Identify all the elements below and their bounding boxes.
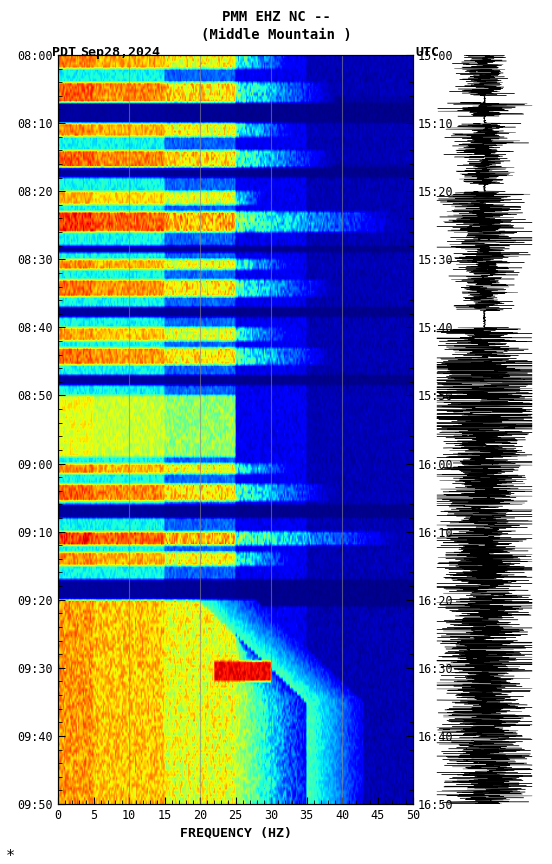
X-axis label: FREQUENCY (HZ): FREQUENCY (HZ): [179, 826, 291, 839]
Text: UTC: UTC: [416, 46, 440, 59]
Text: (Middle Mountain ): (Middle Mountain ): [200, 28, 352, 42]
Text: PMM EHZ NC --: PMM EHZ NC --: [221, 10, 331, 24]
Text: PDT: PDT: [52, 46, 77, 59]
Text: Sep28,2024: Sep28,2024: [80, 46, 160, 59]
Text: *: *: [6, 848, 15, 863]
